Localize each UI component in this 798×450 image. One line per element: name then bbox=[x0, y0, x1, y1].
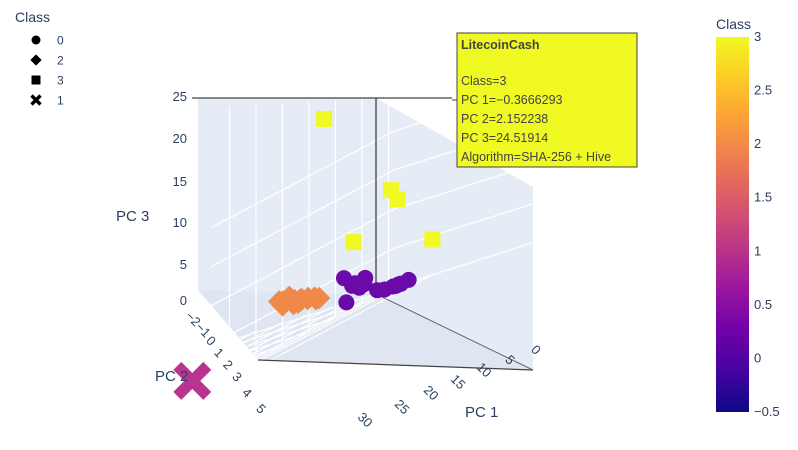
data-point-class-1[interactable] bbox=[173, 361, 212, 400]
legend-label: 2 bbox=[57, 54, 64, 68]
colorbar-tick-label: 0 bbox=[754, 350, 761, 365]
gridline-y bbox=[223, 282, 407, 381]
tooltip-line-4: PC 3=24.51914 bbox=[461, 131, 548, 145]
tooltip-line-1: Class=3 bbox=[461, 74, 507, 88]
gridline-z bbox=[210, 161, 542, 307]
colorbar-tick-label: 3 bbox=[754, 29, 761, 44]
tick-label-pc1: 25 bbox=[392, 396, 413, 417]
gridline-x-floor bbox=[105, 359, 257, 409]
colorbar-tick-label: −0.5 bbox=[754, 404, 780, 419]
axis-edge-floor-pc1 bbox=[257, 359, 534, 371]
legend-item-3[interactable]: 3 bbox=[31, 74, 65, 88]
legend-label: 3 bbox=[57, 74, 64, 88]
tick-label-pc3: 10 bbox=[173, 215, 187, 230]
data-point-class-0[interactable] bbox=[400, 271, 417, 288]
marker-layer bbox=[173, 110, 441, 400]
legend-items: 0 2 3 1 bbox=[30, 34, 64, 108]
data-point-class-2[interactable] bbox=[288, 288, 312, 312]
colorbar-tick-label: 1 bbox=[754, 243, 761, 258]
tick-label-pc3: 15 bbox=[173, 174, 187, 189]
tooltip-box bbox=[456, 32, 638, 168]
data-point-class-3[interactable] bbox=[424, 231, 441, 248]
gridline-x-floor bbox=[211, 303, 363, 353]
data-point-class-0[interactable] bbox=[338, 294, 355, 311]
wall-x-back bbox=[198, 98, 376, 294]
legend-symbol-diamond[interactable] bbox=[30, 54, 42, 66]
data-point-class-0[interactable] bbox=[357, 269, 374, 286]
legend-symbol-square[interactable] bbox=[31, 75, 41, 85]
gridline-x-floor bbox=[185, 317, 336, 367]
gridline-z bbox=[210, 200, 542, 346]
data-point-class-0[interactable] bbox=[376, 281, 393, 298]
legend-symbol-x[interactable] bbox=[30, 94, 42, 106]
tick-label-pc3: 0 bbox=[180, 293, 187, 308]
legend-item-0[interactable]: 0 bbox=[31, 34, 65, 48]
axis-title-pc3: PC 3 bbox=[116, 208, 149, 225]
data-point-class-2[interactable] bbox=[271, 290, 294, 313]
tick-label-pc3: 20 bbox=[173, 131, 187, 146]
axis-title-pc2: PC 2 bbox=[155, 368, 188, 385]
colorbar-ticks: 3 2.5 2 1.5 1 0.5 0 −0.5 bbox=[754, 29, 780, 419]
legend-title: Class bbox=[15, 9, 50, 25]
tick-label-pc3: 25 bbox=[173, 89, 187, 104]
tick-label-pc1: 15 bbox=[448, 371, 469, 392]
colorbar-gradient bbox=[716, 37, 749, 412]
tick-label-pc2: 3 bbox=[229, 369, 245, 385]
colorbar-tick-label: 1.5 bbox=[754, 190, 772, 205]
axis-title-pc1: PC 1 bbox=[465, 404, 498, 421]
gridline-y bbox=[73, 330, 257, 429]
colorbar-title: Class bbox=[716, 16, 751, 32]
tick-label-pc1: 20 bbox=[421, 382, 442, 403]
hover-tooltip: LitecoinCash Class=3 PC 1=−0.3666293 PC … bbox=[452, 32, 638, 168]
legend-label: 1 bbox=[57, 94, 64, 108]
gridline-y bbox=[173, 298, 357, 397]
gridline-x-floor bbox=[79, 373, 230, 423]
tick-label-pc2: 4 bbox=[239, 385, 255, 401]
gridline-x-floor bbox=[238, 289, 389, 339]
axis-edge-floor-right bbox=[375, 293, 534, 371]
tooltip-line-3: PC 2=2.152238 bbox=[461, 112, 548, 126]
data-point-class-3[interactable] bbox=[382, 182, 399, 199]
legend-item-2[interactable]: 2 bbox=[30, 54, 64, 68]
legend-label: 0 bbox=[57, 34, 64, 48]
tick-label-pc1: 30 bbox=[355, 409, 376, 430]
colorbar-tick-label: 2.5 bbox=[754, 83, 772, 98]
tick-label-pc3: 5 bbox=[180, 257, 187, 272]
data-point-class-3[interactable] bbox=[345, 234, 362, 251]
colorbar: Class 3 2.5 2 1.5 1 0.5 0 −0.5 bbox=[716, 16, 780, 419]
tooltip-line-2: PC 1=−0.3666293 bbox=[461, 93, 563, 107]
legend-symbol-circle[interactable] bbox=[31, 35, 41, 45]
tooltip-line-5: Algorithm=SHA-256 + Hive bbox=[461, 150, 611, 164]
colorbar-tick-label: 2 bbox=[754, 136, 761, 151]
gridline-y bbox=[123, 314, 307, 413]
tooltip-title: LitecoinCash bbox=[461, 38, 540, 52]
legend: Class 0 2 3 1 bbox=[15, 9, 64, 108]
colorbar-tick-label: 0.5 bbox=[754, 297, 772, 312]
tick-label-pc2: 5 bbox=[253, 401, 269, 417]
legend-item-1[interactable]: 1 bbox=[30, 94, 65, 108]
data-point-class-3[interactable] bbox=[316, 110, 333, 127]
